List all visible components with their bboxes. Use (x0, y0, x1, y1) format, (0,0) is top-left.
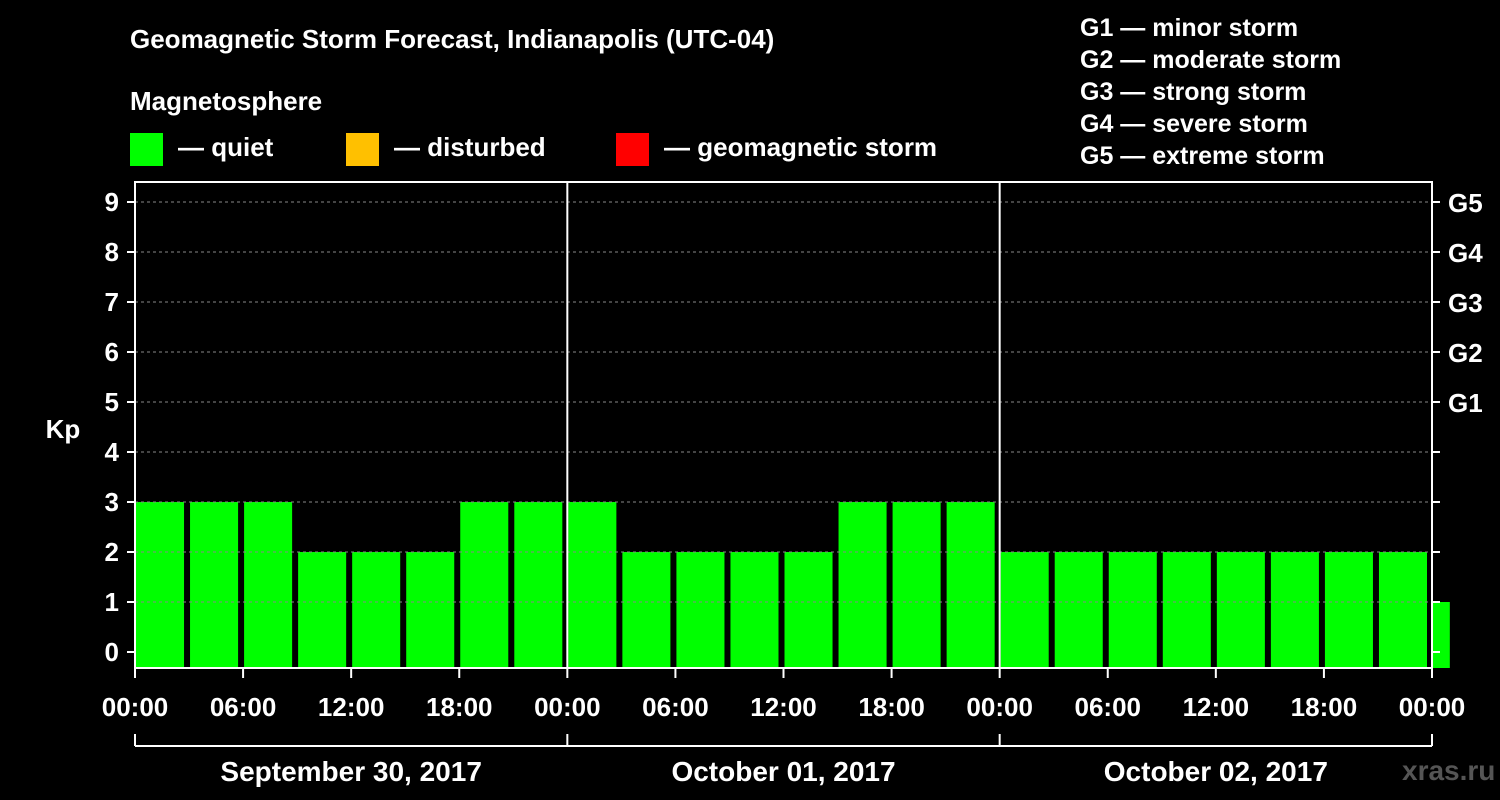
y-tick-label: 5 (105, 387, 119, 417)
x-tick-label: 18:00 (858, 692, 925, 722)
y-tick-label: 8 (105, 237, 119, 267)
kp-bar (1108, 552, 1157, 668)
kp-bar (1378, 552, 1427, 668)
kp-bar (838, 502, 887, 668)
kp-bar (406, 552, 455, 668)
kp-bar (190, 502, 239, 668)
kp-bar (1270, 552, 1319, 668)
chart-title: Geomagnetic Storm Forecast, Indianapolis… (130, 24, 775, 54)
x-tick-label: 00:00 (534, 692, 601, 722)
g-scale-label: G4 (1448, 238, 1483, 268)
g-scale-g4: G4 — severe storm (1080, 110, 1308, 138)
g-scale-label: G3 (1448, 288, 1483, 318)
x-tick-label: 06:00 (210, 692, 277, 722)
y-tick-label: 9 (105, 187, 119, 217)
y-tick-label: 7 (105, 287, 119, 317)
day-label: September 30, 2017 (220, 756, 482, 787)
y-axis-label: Kp (46, 414, 81, 444)
x-tick-label: 00:00 (1399, 692, 1466, 722)
x-tick-label: 12:00 (318, 692, 385, 722)
x-tick-label: 06:00 (1075, 692, 1142, 722)
g-scale-label: G5 (1448, 188, 1483, 218)
kp-bar (784, 552, 833, 668)
kp-bar (1433, 602, 1450, 668)
day-label: October 01, 2017 (671, 756, 895, 787)
kp-bar (892, 502, 941, 668)
g-scale-g3: G3 — strong storm (1080, 78, 1307, 106)
x-tick-label: 12:00 (1183, 692, 1250, 722)
g-scale-g5: G5 — extreme storm (1080, 142, 1325, 170)
g-scale-label: G2 (1448, 338, 1483, 368)
kp-bar (244, 502, 293, 668)
kp-bar (1000, 552, 1049, 668)
y-tick-label: 1 (105, 587, 119, 617)
chart-subtitle: Magnetosphere (130, 86, 323, 116)
x-tick-label: 00:00 (102, 692, 169, 722)
y-tick-label: 3 (105, 487, 119, 517)
kp-bar (352, 552, 401, 668)
kp-bar (136, 502, 185, 668)
legend-label-storm: — geomagnetic storm (664, 132, 938, 162)
kp-bar (676, 552, 725, 668)
g-scale-g1: G1 — minor storm (1080, 14, 1299, 42)
kp-bar (568, 502, 617, 668)
kp-bar (1216, 552, 1265, 668)
kp-bar (622, 552, 671, 668)
y-tick-label: 4 (105, 437, 120, 467)
legend-swatch-disturbed (346, 133, 379, 166)
day-label: October 02, 2017 (1104, 756, 1328, 787)
y-tick-label: 2 (105, 537, 119, 567)
x-tick-label: 18:00 (1291, 692, 1358, 722)
kp-bar (946, 502, 995, 668)
legend-swatch-quiet (130, 133, 163, 166)
kp-bar (730, 552, 779, 668)
x-tick-label: 18:00 (426, 692, 493, 722)
kp-bar (514, 502, 563, 668)
kp-bar (298, 552, 347, 668)
kp-bar (1324, 552, 1373, 668)
x-tick-label: 00:00 (966, 692, 1033, 722)
watermark: xras.ru (1402, 755, 1496, 786)
kp-bar (1162, 552, 1211, 668)
kp-bar (1054, 552, 1103, 668)
kp-bar (460, 502, 509, 668)
x-tick-label: 12:00 (750, 692, 817, 722)
y-tick-label: 6 (105, 337, 119, 367)
g-scale-label: G1 (1448, 388, 1483, 418)
legend-label-disturbed: — disturbed (394, 132, 546, 162)
g-scale-g2: G2 — moderate storm (1080, 46, 1342, 74)
legend-swatch-storm (616, 133, 649, 166)
legend-label-quiet: — quiet (178, 132, 274, 162)
y-tick-label: 0 (105, 637, 119, 667)
x-tick-label: 06:00 (642, 692, 709, 722)
